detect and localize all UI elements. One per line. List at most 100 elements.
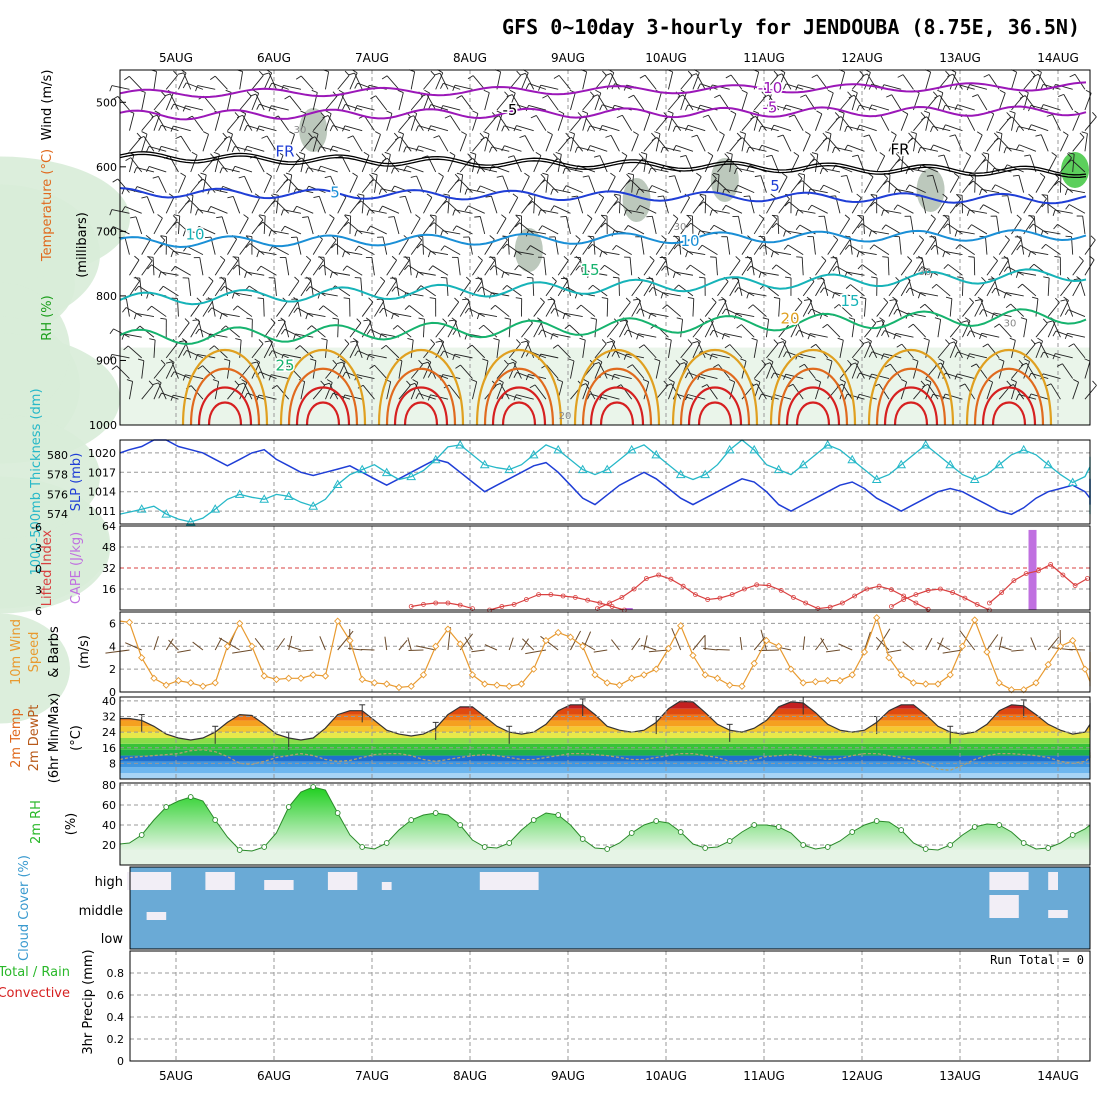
wind-barb-flag — [277, 151, 284, 156]
wind-barb — [871, 373, 890, 379]
wind-barb-flag — [859, 296, 866, 300]
wind10m-point — [517, 680, 526, 688]
wind-barb — [349, 215, 352, 234]
wind10m-barb — [998, 636, 1003, 651]
wind-barb-flag — [748, 304, 754, 309]
wind-barb — [111, 354, 130, 359]
wind-barb — [246, 125, 265, 132]
wind10m-point — [199, 682, 207, 690]
wind-barb-flag — [682, 358, 688, 363]
wind-barb-flag — [109, 328, 114, 335]
isotherm-line — [119, 308, 1087, 346]
wind-barb-flag — [489, 146, 493, 153]
wind-barb — [418, 125, 436, 132]
wind-barb — [1062, 363, 1074, 379]
isotherm-label: 30 — [919, 267, 932, 278]
wind-barb — [756, 383, 767, 400]
wind-barb — [227, 92, 232, 111]
wind-barb-flag — [856, 372, 860, 379]
wind-barb-flag — [478, 324, 484, 330]
wind-barb — [913, 385, 926, 400]
precip-ylabel-1: Total / Rain — [0, 965, 70, 980]
wind-barb-flag — [1092, 112, 1097, 118]
lifted-index-point — [572, 595, 578, 600]
wind-barb-flag — [550, 205, 555, 211]
wind-barb-flag — [212, 379, 219, 382]
wind10m-point — [407, 682, 415, 690]
wind-barb-flag — [295, 345, 301, 350]
wind-barb — [173, 394, 191, 400]
wind-barb — [582, 218, 593, 235]
lifted-index-point — [962, 595, 968, 601]
wind10m-barb — [942, 649, 963, 654]
wind-barb-flag — [868, 104, 873, 111]
wind10m-point — [689, 651, 697, 660]
wind10m-barb — [758, 649, 779, 652]
wind-barb-flag — [519, 135, 526, 139]
wind-barb — [397, 325, 412, 338]
rh-point — [604, 846, 611, 852]
wind-barb — [342, 361, 351, 379]
wind10m-point — [848, 671, 856, 679]
wind-barb-flag — [493, 337, 500, 341]
wind-barb-flag — [665, 383, 672, 387]
wind-barb — [871, 351, 890, 359]
top-date-label-8aug: 8AUG — [453, 51, 487, 65]
wind-barb-flag — [134, 255, 140, 261]
boundary-layer-arch — [305, 401, 341, 426]
wind-barb — [766, 361, 774, 379]
wind-barb — [815, 381, 822, 400]
wind-barb — [579, 257, 584, 276]
wind-barb-flag — [1092, 380, 1097, 386]
wind-barb — [557, 260, 569, 276]
wind-barb — [251, 343, 264, 359]
wind-barb — [125, 298, 130, 317]
wind-barb-flag — [515, 214, 521, 220]
wind10m-point — [358, 675, 366, 684]
wind-barb — [283, 353, 302, 359]
wind-barb — [985, 236, 988, 255]
boundary-layer-arch — [189, 367, 261, 426]
wind-barb-flag — [870, 201, 876, 207]
wind-barb — [370, 329, 387, 338]
wind-barb — [940, 362, 951, 379]
wind-barb — [484, 116, 497, 131]
wind-barb-flag — [601, 339, 607, 345]
wind-barb-flag — [930, 244, 936, 251]
chart-title: GFS 0~10day 3-hourly for JENDOUBA (8.75E… — [502, 15, 1080, 39]
rh-point — [677, 829, 684, 835]
wind-barb-flag — [122, 307, 127, 313]
wind10m-barb — [407, 637, 412, 651]
thickness-point — [479, 459, 490, 469]
wind10m-point — [530, 665, 538, 673]
rh-tick-80: 80 — [102, 779, 116, 792]
wind-barb-flag — [226, 131, 233, 135]
wind-barb — [639, 205, 657, 214]
wind-barb-flag — [244, 125, 248, 132]
wind-barb-flag — [160, 235, 167, 238]
wind-barb — [439, 72, 449, 90]
wind-barb — [711, 209, 730, 214]
wind10m-point — [1044, 660, 1052, 669]
wind-barb — [496, 364, 509, 379]
wind-barb-flag — [338, 89, 345, 94]
wind-barb — [753, 218, 765, 235]
wind-barb-flag — [1010, 379, 1017, 383]
wind-barb-flag — [871, 318, 877, 324]
wind-barb-flag — [601, 214, 606, 220]
thickness-point — [1043, 459, 1054, 469]
wind-barb — [447, 178, 460, 193]
wind10m-point — [811, 678, 820, 686]
wind-barb — [602, 125, 620, 132]
wind-barb — [1040, 134, 1049, 152]
wind-barb — [1022, 283, 1037, 297]
wind-barb — [644, 74, 657, 90]
wind-barb — [851, 92, 858, 111]
wind-barb-flag — [668, 379, 675, 383]
cloud-block — [381, 882, 392, 890]
wind-barb — [883, 84, 902, 90]
wind-barb-flag — [160, 359, 166, 365]
boundary-layer-arch — [991, 401, 1027, 426]
wind-barb-flag — [222, 132, 228, 138]
